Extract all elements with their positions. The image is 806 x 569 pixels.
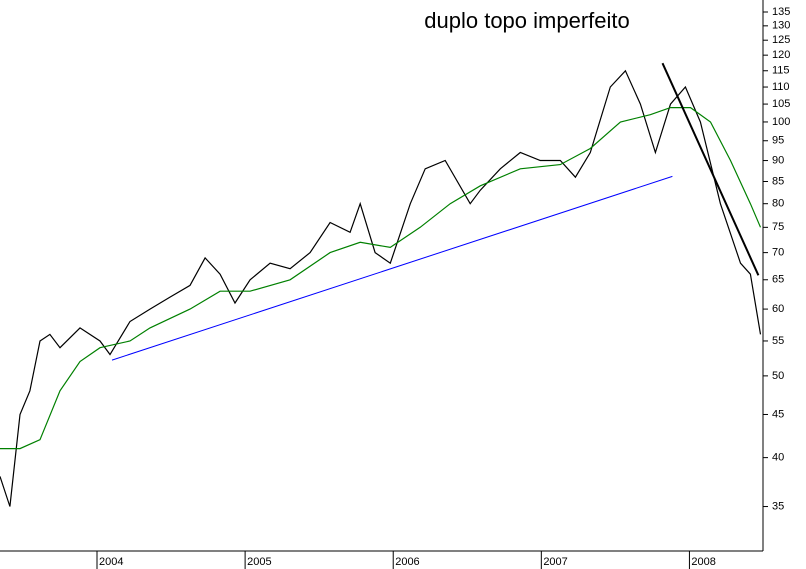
y-tick-label: 60 [772, 303, 784, 315]
y-tick-label: 135 [772, 6, 790, 18]
y-tick-label: 115 [772, 65, 790, 77]
y-tick-label: 75 [772, 221, 784, 233]
y-tick-label: 100 [772, 116, 790, 128]
trendline [661, 62, 760, 276]
y-tick-label: 120 [772, 49, 790, 61]
y-tick-label: 90 [772, 154, 784, 166]
x-tick-label: 2005 [247, 556, 271, 568]
y-tick-label: 125 [772, 34, 790, 46]
series-line [0, 69, 762, 507]
y-tick-label: 85 [772, 175, 784, 187]
chart-title: duplo topo imperfeito [424, 8, 629, 33]
y-tick-label: 50 [772, 370, 784, 382]
x-tick-label: 2004 [99, 556, 123, 568]
y-tick-label: 130 [772, 20, 790, 32]
y-tick-label: 95 [772, 135, 784, 147]
series-line [0, 106, 762, 450]
y-tick-label: 65 [772, 274, 784, 286]
y-tick-label: 35 [772, 500, 784, 512]
x-tick-label: 2006 [395, 556, 419, 568]
y-tick-label: 110 [772, 81, 790, 93]
x-tick-label: 2007 [543, 556, 567, 568]
y-tick-label: 70 [772, 247, 784, 259]
y-tick-label: 105 [772, 98, 790, 110]
y-tick-label: 55 [772, 335, 784, 347]
y-tick-label: 45 [772, 408, 784, 420]
x-tick-label: 2008 [691, 556, 715, 568]
y-tick-label: 40 [772, 452, 784, 464]
y-tick-label: 80 [772, 198, 784, 210]
trendline [111, 175, 673, 361]
